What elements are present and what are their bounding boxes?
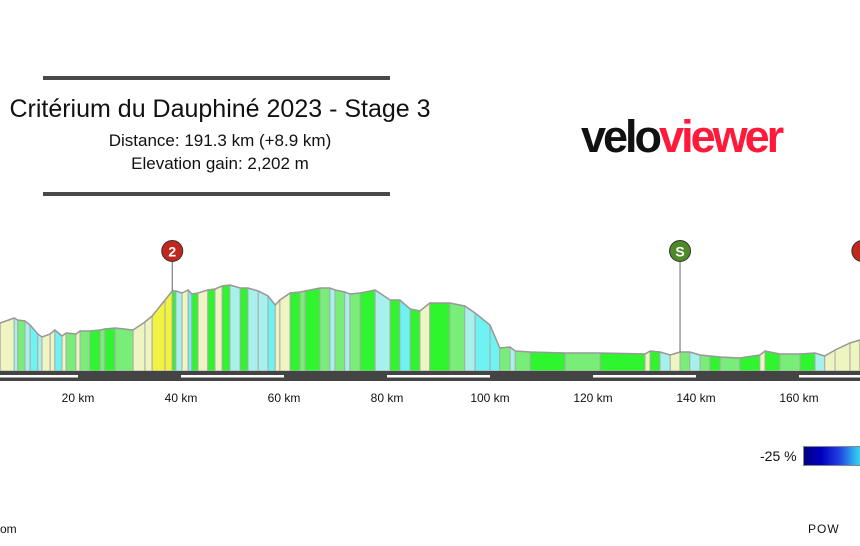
profile-segment	[144, 314, 153, 372]
profile-segment	[279, 292, 291, 372]
profile-segment	[419, 301, 431, 372]
profile-segment	[799, 352, 816, 372]
footer-left-text: om	[0, 522, 17, 536]
profile-segment	[65, 332, 77, 372]
profile-segment	[304, 287, 321, 372]
distance-band-dash	[0, 375, 78, 378]
climb-marker-icon	[851, 240, 860, 262]
elevation-profile-chart: 20 km 40 km 60 km 80 km 100 km 120 km 140 km 16…	[0, 240, 860, 405]
profile-segment	[349, 292, 361, 372]
profile-segment	[13, 317, 19, 372]
distance-text: Distance: 191.3 km (+8.9 km)	[108, 131, 332, 150]
x-tick-label: 160 km	[779, 391, 818, 405]
x-tick-label: 60 km	[268, 391, 301, 405]
profile-segment	[0, 317, 15, 372]
profile-segment	[114, 327, 134, 372]
profile-segment	[54, 328, 63, 372]
profile-segment	[464, 305, 476, 372]
profile-segment	[489, 324, 501, 372]
profile-segment	[164, 289, 173, 372]
profile-segment	[229, 284, 241, 372]
profile-segment	[779, 353, 801, 372]
profile-segment	[191, 292, 199, 372]
logo-part-velo: velo	[581, 111, 662, 162]
veloviewer-logo: veloviewer	[581, 111, 784, 163]
profile-segment	[175, 290, 183, 372]
elevation-gain-text: Elevation gain: 2,202 m	[131, 154, 309, 173]
profile-segment	[247, 287, 259, 372]
profile-segment	[399, 298, 411, 372]
marker-label: 2	[168, 244, 176, 260]
profile-segment	[449, 302, 466, 372]
profile-segment	[214, 285, 223, 372]
profile-segment	[289, 291, 301, 372]
logo-part-viewer: viewer	[659, 111, 784, 162]
profile-segment	[329, 287, 336, 372]
profile-segment	[359, 289, 376, 372]
marker-label: S	[675, 244, 684, 260]
x-tick-label: 20 km	[62, 391, 95, 405]
profile-segment	[61, 332, 67, 372]
profile-segment	[37, 333, 43, 372]
footer-right-text: POW	[808, 522, 840, 536]
profile-segment	[529, 351, 566, 372]
profile-segment	[99, 328, 106, 372]
x-tick-label: 80 km	[371, 391, 404, 405]
profile-segment	[197, 289, 209, 372]
profile-segment	[151, 298, 166, 372]
distance-band-dash	[181, 375, 284, 378]
profile-segment	[334, 289, 346, 372]
sprint-marker-icon	[669, 240, 692, 262]
profile-segment	[257, 290, 269, 372]
profile-segment	[24, 319, 31, 372]
profile-segment	[679, 351, 691, 372]
profile-segment	[187, 288, 193, 372]
x-tick-label: 100 km	[470, 391, 509, 405]
x-tick-label: 140 km	[676, 391, 715, 405]
distance-band-dash	[387, 375, 490, 378]
profile-segment	[474, 311, 491, 372]
profile-segment	[207, 288, 216, 372]
profile-segment	[719, 356, 741, 372]
distance-band-dash	[799, 375, 860, 378]
profile-segment	[79, 330, 91, 372]
profile-segment	[221, 284, 231, 372]
x-tick-label: 40 km	[165, 391, 198, 405]
profile-segment	[89, 329, 101, 372]
profile-segment	[49, 328, 56, 372]
climb-marker-icon	[161, 240, 184, 262]
legend-min-label: -25 %	[760, 448, 797, 464]
header-rule-bottom	[43, 192, 390, 196]
profile-segment	[699, 354, 711, 372]
profile-segment	[17, 319, 26, 372]
profile-segment	[389, 299, 401, 372]
page-title: Critérium du Dauphiné 2023 - Stage 3	[9, 95, 431, 123]
profile-segment	[499, 346, 511, 372]
profile-segment	[374, 289, 391, 372]
profile-outline	[0, 284, 860, 359]
profile-segment	[299, 290, 306, 372]
distance-band-dash	[593, 375, 696, 378]
header-rule-top	[43, 76, 390, 80]
profile-segment	[409, 308, 421, 372]
profile-segment	[104, 327, 116, 372]
profile-segment	[319, 287, 331, 372]
profile-segment	[564, 352, 601, 372]
profile-segment	[849, 339, 860, 372]
gradient-legend-bar	[803, 446, 860, 466]
profile-segment	[709, 355, 721, 372]
profile-segment	[171, 290, 177, 372]
profile-segment	[181, 289, 189, 372]
profile-segment	[239, 287, 249, 372]
profile-segment	[267, 294, 276, 372]
profile-segment	[274, 298, 281, 372]
profile-segment	[344, 291, 351, 372]
profile-segment	[41, 333, 51, 372]
x-tick-label: 120 km	[573, 391, 612, 405]
profile-segment	[649, 350, 661, 372]
profile-segment	[429, 302, 451, 372]
profile-segment	[75, 330, 81, 372]
profile-segment	[599, 352, 646, 372]
profile-segment	[514, 350, 531, 372]
